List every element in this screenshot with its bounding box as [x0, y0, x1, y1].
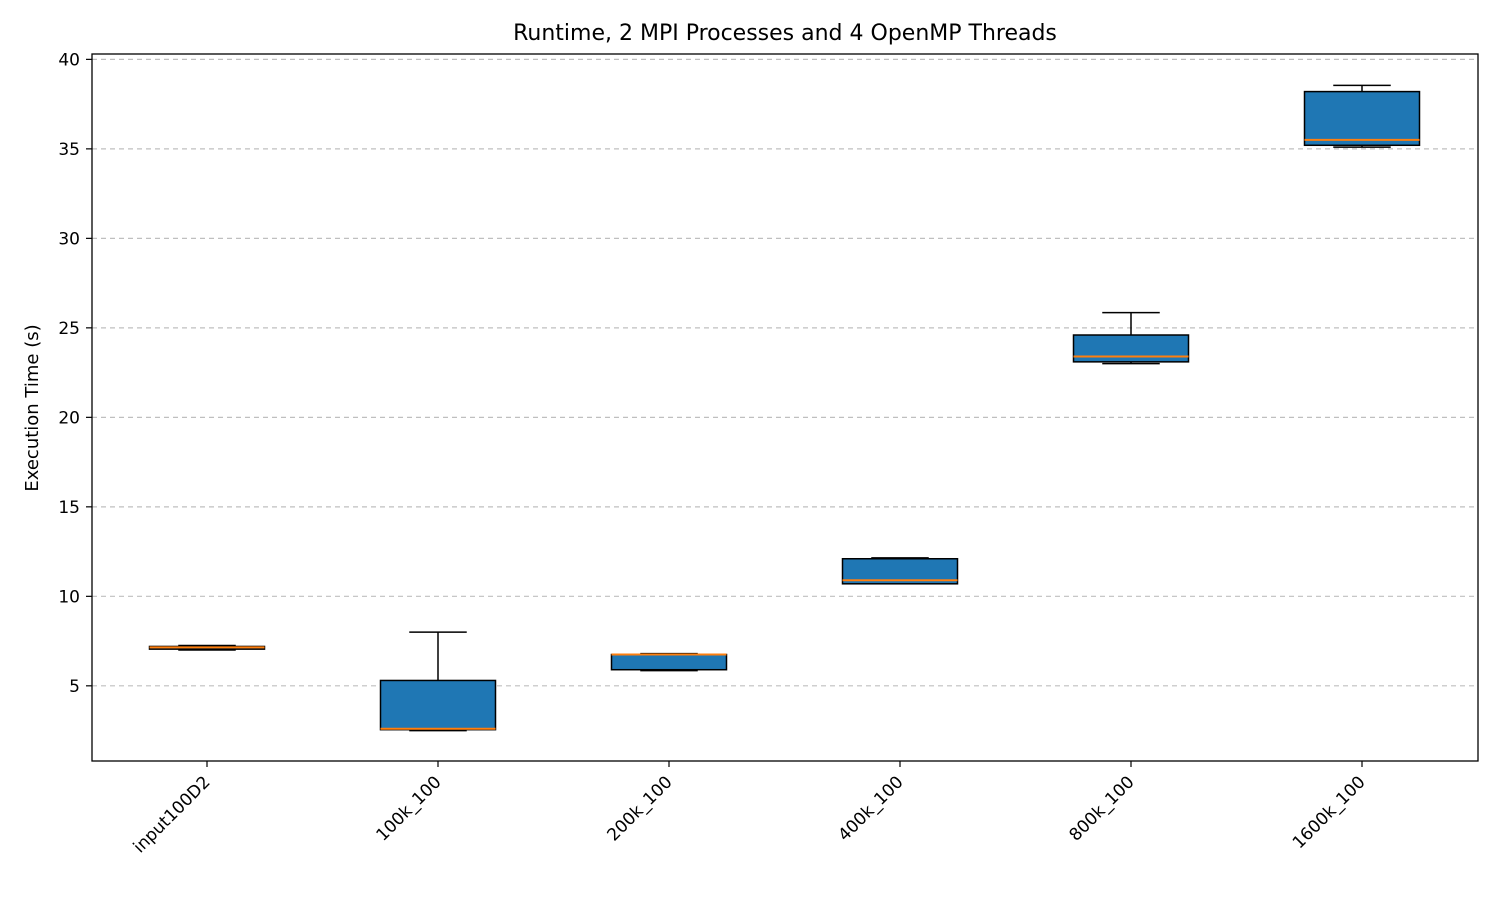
- box-800k_100: [1072, 311, 1190, 365]
- box-200k_100: [610, 652, 728, 672]
- x-tick-label: input100D2: [130, 772, 215, 857]
- x-tick-label: 1600k_100: [1289, 772, 1370, 853]
- y-tick-label: 25: [58, 319, 80, 339]
- y-tick-label: 15: [58, 498, 80, 518]
- x-tick-label: 100k_100: [373, 772, 446, 845]
- y-tick-label: 20: [58, 408, 80, 428]
- gridlines: [92, 58, 1478, 687]
- plot-frame: [91, 53, 1479, 762]
- box-400k_100: [841, 557, 959, 585]
- x-tick-label: 400k_100: [835, 772, 908, 845]
- box-100k_100: [379, 631, 497, 732]
- iqr-box: [610, 653, 728, 671]
- y-tick-label: 40: [58, 50, 80, 70]
- x-tick-label: 200k_100: [604, 772, 677, 845]
- y-tick-label: 30: [58, 229, 80, 249]
- y-axis-label: Execution Time (s): [22, 324, 43, 491]
- chart-title: Runtime, 2 MPI Processes and 4 OpenMP Th…: [513, 21, 1057, 46]
- boxes: [148, 84, 1421, 732]
- x-tick-label: 800k_100: [1066, 772, 1139, 845]
- y-axis: 5 10 15 20 25 30 35 40: [58, 50, 92, 697]
- x-axis: input100D2 100k_100 200k_100 400k_100 800k_1…: [130, 761, 1370, 857]
- iqr-box: [1072, 334, 1190, 363]
- box-input100D2: [148, 644, 266, 651]
- y-tick-label: 10: [58, 587, 80, 607]
- y-tick-label: 5: [69, 677, 80, 697]
- box-1600k_100: [1303, 84, 1421, 148]
- y-tick-label: 35: [58, 140, 80, 160]
- iqr-box: [1303, 90, 1421, 147]
- iqr-box: [379, 679, 497, 731]
